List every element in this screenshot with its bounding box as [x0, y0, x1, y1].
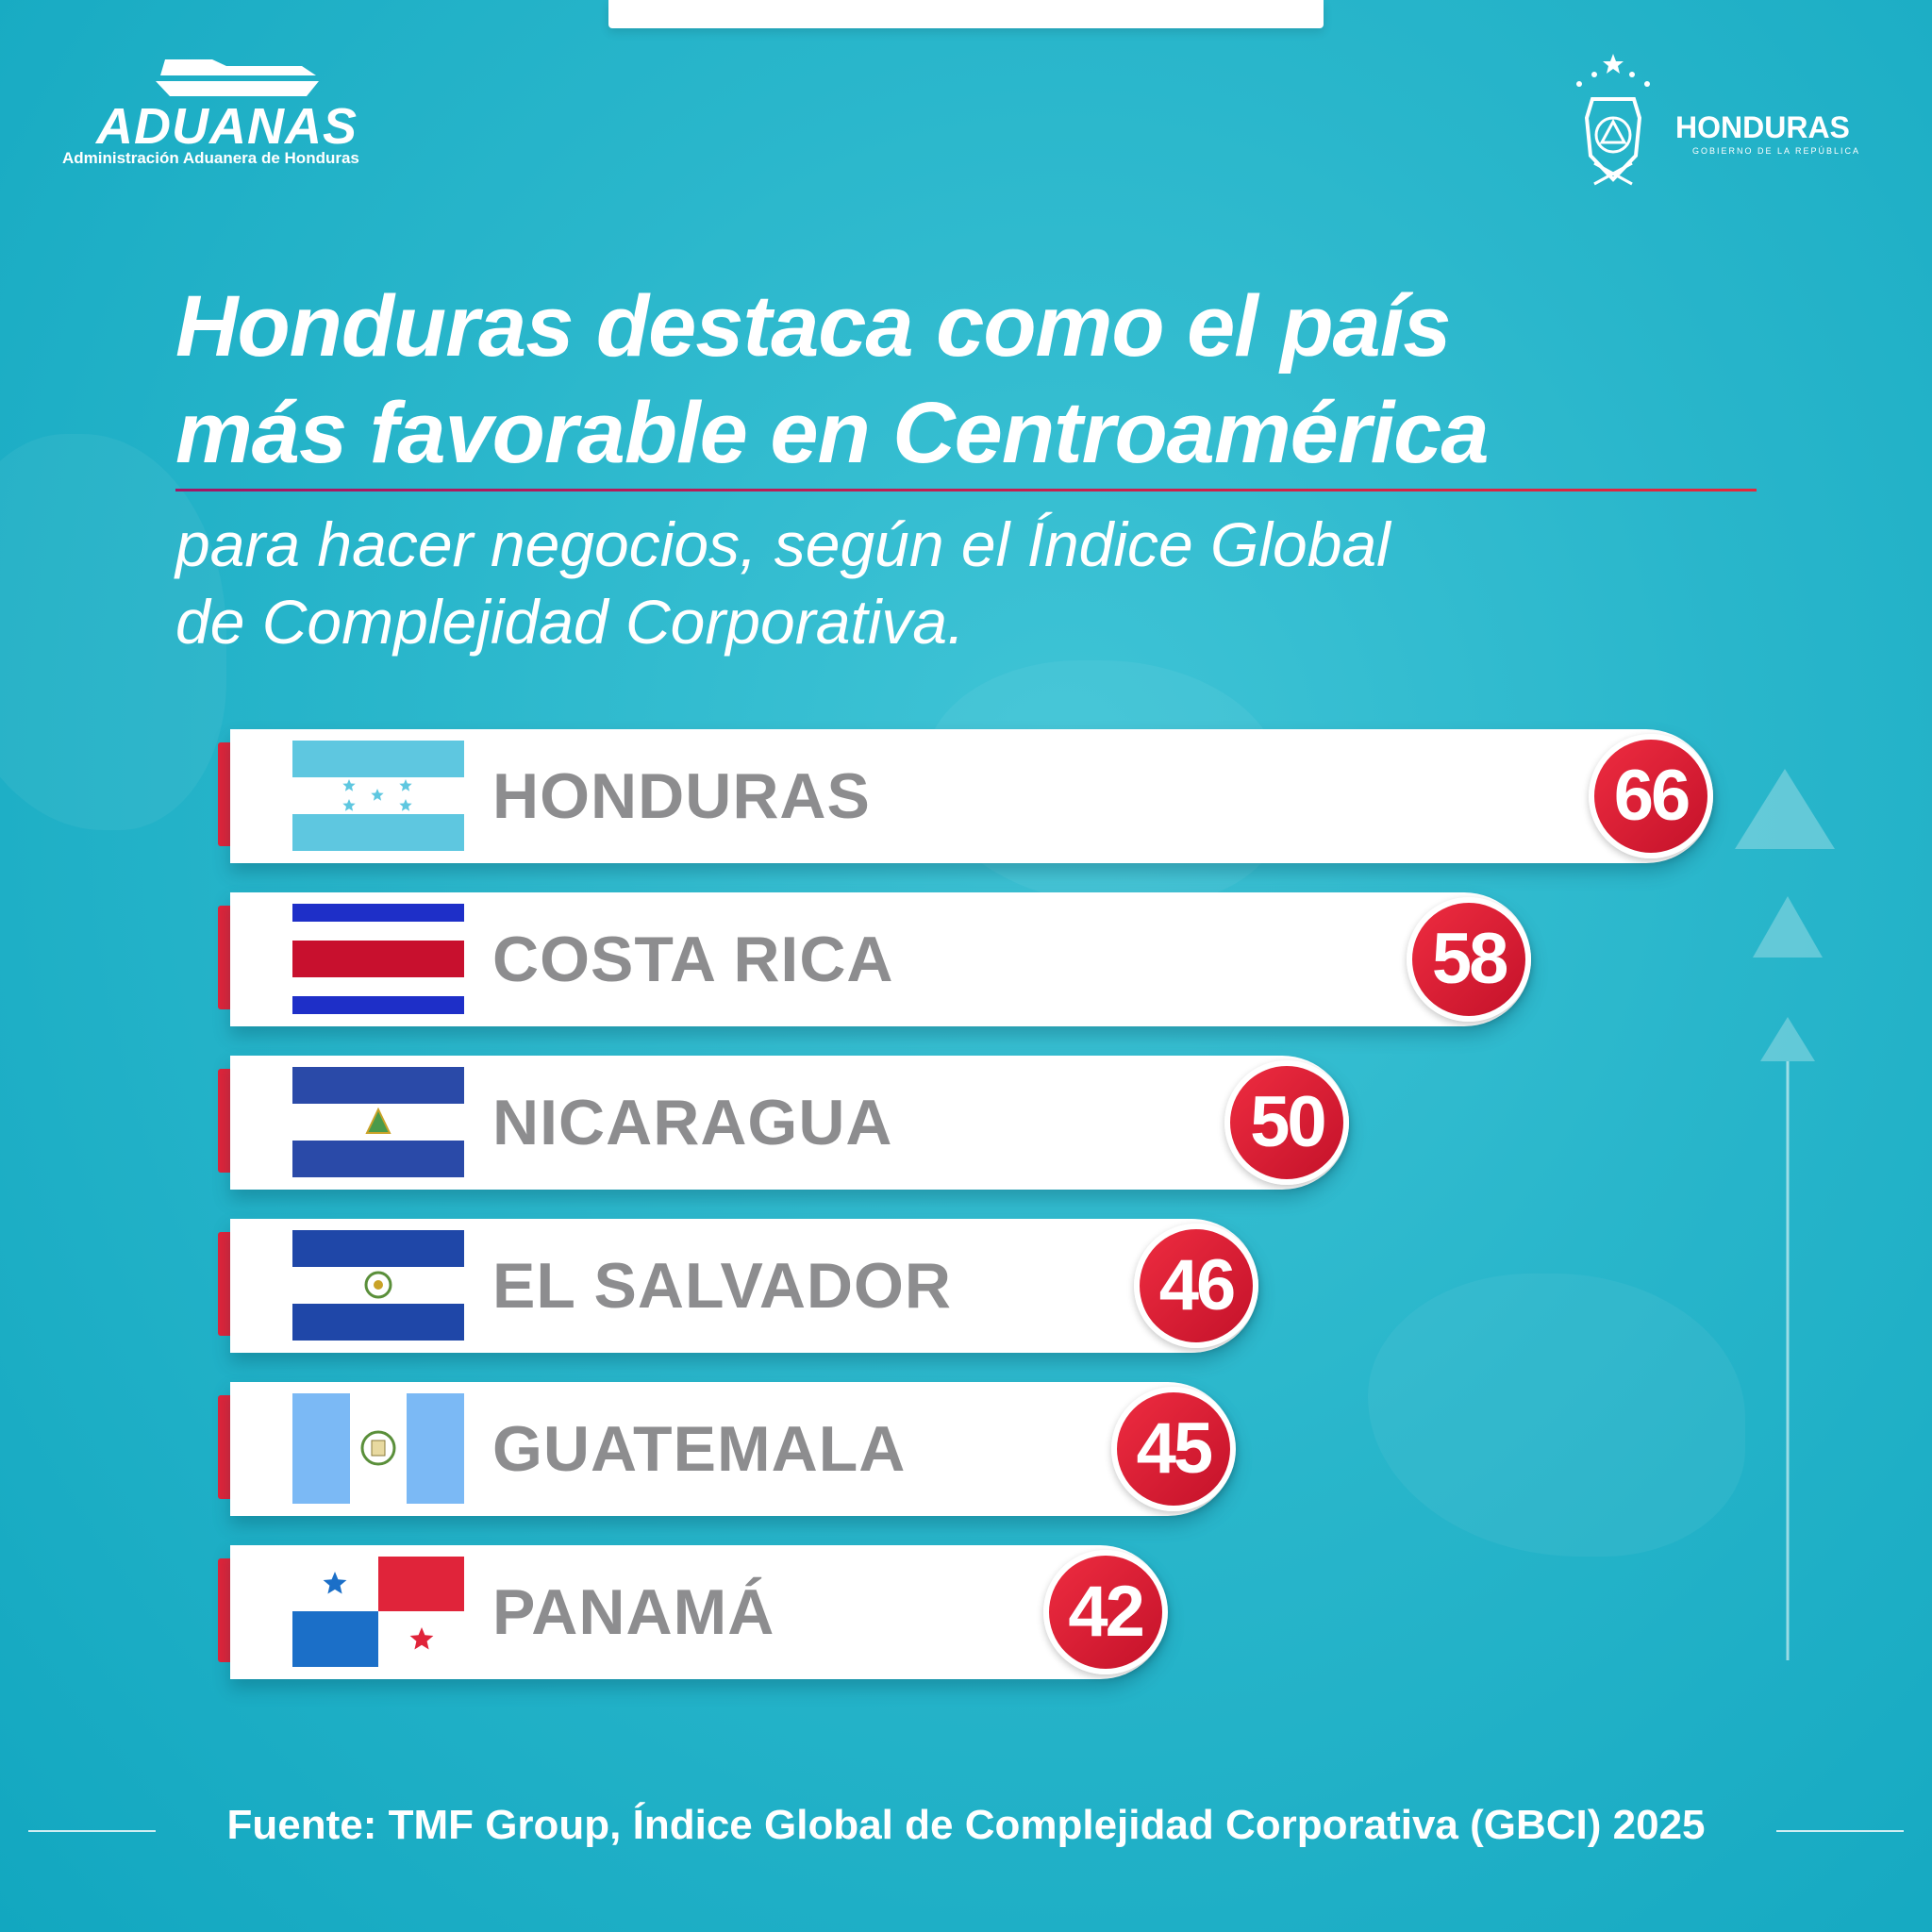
guatemala-flag-icon — [292, 1393, 464, 1504]
country-label: HONDURAS — [492, 760, 871, 832]
aduanas-subtitle: Administración Aduanera de Honduras — [62, 149, 359, 167]
nicaragua-flag-icon — [292, 1067, 464, 1177]
headline-line: Honduras destaca como el país — [175, 278, 1451, 375]
score-badge: 46 — [1134, 1224, 1258, 1348]
source-line-right — [1776, 1830, 1904, 1832]
score-badge: 58 — [1407, 897, 1532, 1022]
honduras-brand: HONDURAS — [1675, 110, 1850, 144]
map-shape — [1368, 1274, 1745, 1557]
ship-icon — [156, 59, 319, 96]
subheadline-line: de Complejidad Corporativa. — [175, 587, 965, 657]
subheadline: para hacer negocios, según el Índice Glo… — [175, 506, 1779, 660]
honduras-subtitle: GOBIERNO DE LA REPÚBLICA — [1692, 146, 1861, 156]
top-tab — [608, 0, 1324, 28]
el-salvador-flag-icon — [292, 1230, 464, 1341]
source-line-left — [28, 1830, 156, 1832]
costa-rica-flag-icon — [292, 904, 464, 1014]
growth-arrows-icon — [1735, 769, 1835, 1660]
subheadline-line: para hacer negocios, según el Índice Glo… — [175, 509, 1391, 579]
score-badge: 66 — [1589, 734, 1713, 858]
country-label: EL SALVADOR — [492, 1250, 953, 1322]
honduras-logo: HONDURAS GOBIERNO DE LA REPÚBLICA — [1566, 52, 1868, 193]
headline: Honduras destaca como el país más favora… — [175, 274, 1779, 487]
panama-flag-icon — [292, 1557, 464, 1667]
country-label: PANAMÁ — [492, 1576, 775, 1648]
score-badge: 50 — [1224, 1060, 1350, 1185]
aduanas-brand: ADUANAS — [96, 98, 358, 155]
headline-divider — [175, 489, 1757, 491]
map-shape — [0, 434, 226, 830]
headline-line: más favorable en Centroamérica — [175, 385, 1490, 481]
bar-honduras — [230, 729, 1713, 863]
honduras-flag-icon — [292, 741, 464, 851]
country-label: COSTA RICA — [492, 924, 894, 995]
country-label: NICARAGUA — [492, 1087, 893, 1158]
score-badge: 42 — [1042, 1550, 1168, 1674]
score-badge: 45 — [1110, 1387, 1236, 1511]
source-note: Fuente: TMF Group, Índice Global de Comp… — [226, 1802, 1706, 1848]
country-label: GUATEMALA — [492, 1413, 907, 1485]
coat-of-arms-icon — [1576, 54, 1650, 186]
aduanas-logo: ADUANAS Administración Aduanera de Hondu… — [57, 55, 377, 177]
